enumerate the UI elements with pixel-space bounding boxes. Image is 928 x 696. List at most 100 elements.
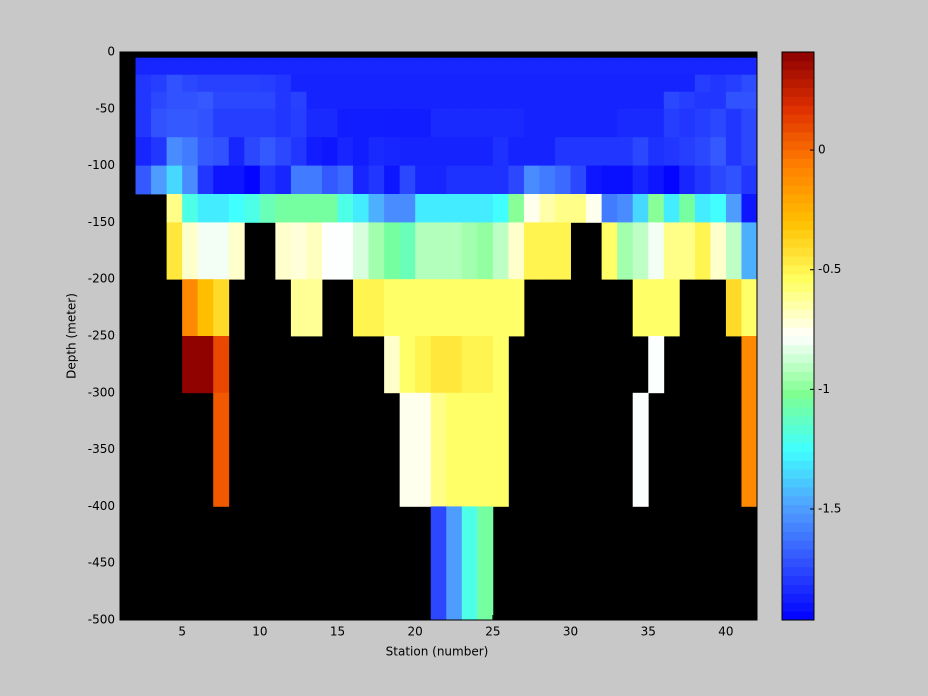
heat-cell (741, 91, 758, 110)
x-axis-label: Station (number) (386, 645, 489, 659)
heat-cell (663, 279, 680, 337)
heat-cell (570, 108, 587, 138)
y-tick-label: -50 (95, 101, 115, 115)
heat-cell (461, 165, 478, 195)
colorbar-step (782, 353, 814, 364)
heat-cell (617, 91, 634, 110)
heat-cell (663, 165, 680, 195)
y-tick-label: -150 (88, 215, 115, 229)
colorbar-step (782, 531, 814, 541)
heat-cell (679, 57, 696, 76)
y-tick-label: -300 (88, 385, 115, 399)
heat-cell (244, 165, 261, 195)
colorbar-step (782, 602, 814, 612)
colorbar-step (782, 52, 814, 62)
heat-cell (166, 165, 183, 195)
heat-cell (337, 57, 354, 76)
x-tick-label: 20 (408, 625, 423, 639)
colorbar-step (782, 167, 814, 177)
heat-cell (741, 137, 758, 166)
heat-cell (617, 222, 634, 280)
colorbar-step (782, 451, 814, 461)
heat-cell (213, 336, 230, 394)
heat-cell (508, 165, 525, 195)
colorbar-step (782, 566, 814, 577)
heat-cell (725, 74, 742, 93)
heat-cell (353, 137, 369, 166)
heat-cell (275, 137, 292, 166)
y-tick-label: -250 (88, 329, 115, 343)
heat-cell (539, 108, 556, 138)
heat-cell (648, 74, 665, 93)
heat-cell (508, 108, 525, 138)
heat-cell (384, 336, 401, 394)
heat-cell (228, 165, 245, 195)
heat-cell (399, 91, 416, 110)
heat-cell (679, 91, 696, 110)
heat-cell (306, 57, 323, 76)
heat-cell (539, 57, 556, 76)
heat-cell (321, 165, 338, 195)
colorbar-step (782, 593, 814, 603)
heat-cell (213, 137, 230, 166)
heat-cell (710, 137, 727, 166)
heat-cell (368, 137, 385, 166)
heat-cell (725, 108, 742, 138)
heat-cell (523, 57, 540, 76)
heat-cell (275, 165, 292, 195)
heat-cell (617, 194, 634, 223)
heat-cell (368, 57, 385, 76)
heat-cell (384, 74, 401, 93)
heat-cell (430, 336, 447, 394)
heat-cell (601, 137, 618, 166)
heat-cell (306, 165, 323, 195)
heat-cell (492, 108, 509, 138)
heat-cell (461, 137, 478, 166)
heat-cell (477, 392, 494, 507)
heat-cell (290, 74, 307, 93)
heat-cell (601, 91, 618, 110)
heat-cell (694, 137, 711, 166)
colorbar-step (782, 220, 814, 230)
colorbar-step (782, 380, 814, 390)
heat-cell (384, 137, 401, 166)
heat-cell (648, 137, 665, 166)
heat-cell (430, 194, 447, 223)
heat-cell (182, 194, 199, 223)
heat-cell (290, 194, 307, 223)
colorbar-step (782, 149, 814, 159)
heat-cell (306, 91, 323, 110)
colorbar-step (782, 549, 814, 559)
heat-cell (135, 91, 152, 110)
heat-cell (166, 194, 183, 223)
heat-cell (415, 336, 432, 394)
heat-cell (586, 91, 603, 110)
heat-cell (523, 108, 540, 138)
heat-cell (197, 57, 214, 76)
heat-cell (275, 222, 292, 280)
heat-cell (228, 222, 245, 280)
heat-cell (384, 57, 401, 76)
heat-cell (555, 91, 571, 110)
heat-cell (213, 57, 230, 76)
heat-cell (430, 222, 447, 280)
y-tick-label: -400 (88, 499, 115, 513)
heat-cell (368, 279, 385, 337)
heat-cell (213, 222, 230, 280)
heat-cell (617, 165, 634, 195)
heat-cell (461, 506, 478, 621)
heat-cell (570, 74, 587, 93)
heat-cell (213, 392, 230, 507)
heat-cell (648, 336, 665, 394)
heat-cell (632, 165, 649, 195)
heat-cell (477, 137, 494, 166)
heat-cell (306, 279, 323, 337)
heat-cell (259, 194, 276, 223)
heat-cell (446, 165, 463, 195)
colorbar-tick-label: -1.5 (818, 501, 841, 515)
colorbar-step (782, 336, 814, 346)
heat-cell (632, 57, 649, 76)
heat-cell (461, 222, 478, 280)
y-tick-label: -500 (88, 613, 115, 627)
heat-cell (555, 74, 571, 93)
